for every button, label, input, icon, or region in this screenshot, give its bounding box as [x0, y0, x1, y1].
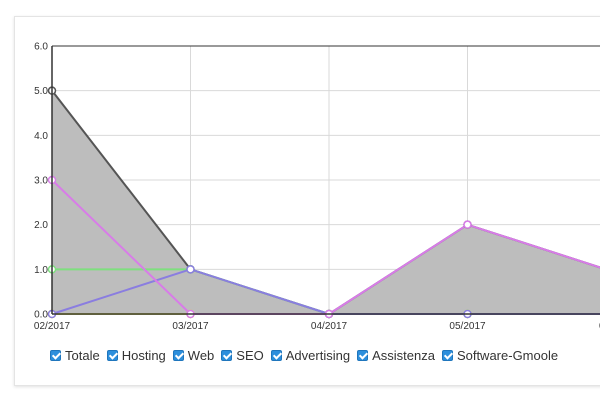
- x-tick-label: 03/2017: [172, 321, 209, 332]
- checkbox-hosting[interactable]: [106, 349, 118, 361]
- axes: [51, 45, 600, 315]
- checkbox-totale[interactable]: [50, 349, 61, 361]
- area-layer: [52, 90, 600, 314]
- y-tick-label: 2.0: [34, 220, 48, 231]
- legend-item-hosting[interactable]: Hosting: [106, 347, 166, 363]
- checkbox-seo[interactable]: [221, 349, 233, 361]
- legend-label: SEO: [236, 347, 264, 363]
- legend-label: Assistenza: [372, 347, 435, 363]
- y-tick-label: 5.0: [34, 86, 48, 97]
- data-point-hosting: [186, 265, 195, 274]
- y-tick-label: 0.0: [34, 310, 48, 321]
- legend-label: Hosting: [121, 347, 166, 363]
- legend-item-totale[interactable]: Totale: [50, 348, 100, 363]
- legend-item-seo[interactable]: SEO: [221, 347, 264, 363]
- y-tick-label: 4.0: [34, 131, 48, 142]
- tick-labels: 0.0 1.0 2.0 3.0 4.0 5.0 6.0 02/2017 03/2017 04/20…: [34, 42, 600, 333]
- checkbox-web[interactable]: [172, 349, 184, 361]
- x-tick-label: 05/2017: [449, 321, 486, 332]
- y-tick-label: 3.0: [34, 176, 48, 187]
- legend-item-web[interactable]: Web: [172, 347, 215, 363]
- legend-item-software-gmoole[interactable]: Software-Gmoole: [441, 347, 559, 363]
- legend-label: Totale: [65, 347, 100, 363]
- legend: Totale Hosting Web SEO Advertising Assis…: [50, 346, 565, 364]
- x-tick-label: 04/2017: [311, 321, 348, 332]
- y-tick-label: 6.0: [34, 42, 48, 53]
- x-tick-label: 02/2017: [34, 321, 71, 332]
- checkbox-advertising[interactable]: [270, 349, 282, 361]
- area-totale: [52, 90, 600, 314]
- checkbox-assistenza[interactable]: [357, 349, 369, 361]
- legend-label: Web: [187, 347, 215, 363]
- data-point-web: [463, 220, 472, 229]
- legend-label: Software-Gmoole: [456, 347, 559, 363]
- y-tick-label: 1.0: [34, 265, 48, 276]
- legend-label: Advertising: [285, 347, 351, 363]
- legend-item-assistenza[interactable]: Assistenza: [357, 348, 435, 363]
- legend-item-advertising[interactable]: Advertising: [270, 347, 351, 363]
- checkbox-software-gmoole[interactable]: [441, 349, 453, 361]
